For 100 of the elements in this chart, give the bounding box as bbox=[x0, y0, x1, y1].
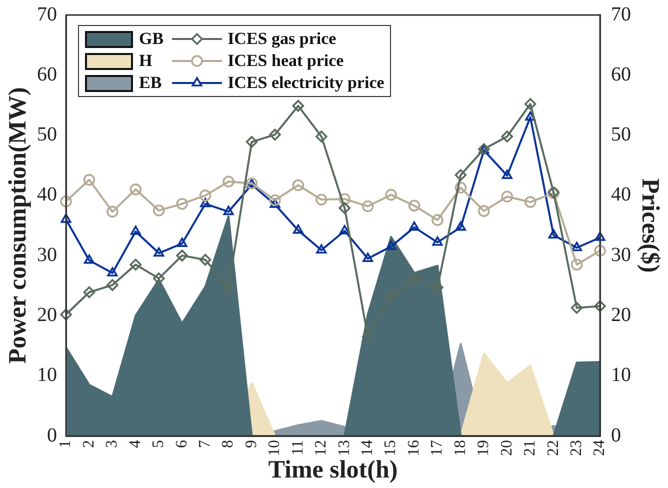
point bbox=[385, 188, 397, 201]
point bbox=[106, 279, 118, 291]
x-tick-label: 4 bbox=[126, 440, 144, 448]
point bbox=[315, 130, 328, 142]
x-tick-label: 10 bbox=[266, 440, 284, 456]
y-tick-label: 10 bbox=[37, 364, 57, 386]
point bbox=[176, 250, 188, 262]
y2-tick-label: 60 bbox=[611, 63, 631, 86]
point bbox=[106, 206, 118, 218]
point bbox=[152, 272, 165, 284]
point bbox=[594, 300, 606, 312]
x-tick-label: 6 bbox=[173, 440, 190, 448]
point bbox=[152, 204, 165, 216]
y-tick-label: 50 bbox=[37, 124, 57, 146]
y2-tick-label: 30 bbox=[611, 244, 631, 266]
point bbox=[594, 232, 606, 241]
x-tick-label: 21 bbox=[522, 440, 539, 456]
x-tick-label: 14 bbox=[359, 440, 376, 456]
point bbox=[525, 111, 536, 121]
x-tick-label: 3 bbox=[104, 440, 121, 448]
point bbox=[60, 308, 72, 320]
x-tick-label: 15 bbox=[382, 440, 400, 456]
point bbox=[270, 198, 280, 208]
point bbox=[548, 229, 559, 239]
point bbox=[199, 254, 212, 266]
point bbox=[316, 244, 327, 254]
point bbox=[60, 214, 72, 223]
point bbox=[339, 225, 350, 234]
legend-label: ICES electricity price bbox=[228, 73, 384, 93]
point bbox=[269, 128, 281, 141]
point bbox=[455, 221, 466, 231]
point bbox=[315, 194, 328, 206]
point bbox=[176, 238, 188, 247]
point bbox=[292, 100, 304, 112]
point bbox=[570, 302, 583, 314]
legend-label: EB bbox=[139, 73, 162, 93]
point bbox=[200, 198, 211, 208]
y2-axis-title: Prices($) bbox=[636, 178, 664, 273]
y2-tick-label: 50 bbox=[611, 124, 631, 146]
y2-tick-label: 70 bbox=[611, 3, 631, 26]
point bbox=[408, 273, 420, 285]
point bbox=[454, 182, 467, 194]
point bbox=[478, 205, 490, 217]
point bbox=[386, 240, 396, 250]
point bbox=[362, 330, 374, 343]
point bbox=[292, 179, 304, 192]
point bbox=[409, 221, 420, 231]
point bbox=[154, 247, 164, 257]
point bbox=[222, 282, 234, 294]
point bbox=[83, 286, 96, 298]
y2-tick-label: 20 bbox=[611, 304, 631, 326]
point bbox=[594, 244, 606, 257]
point bbox=[292, 224, 304, 234]
point bbox=[199, 190, 212, 202]
x-tick-label: 23 bbox=[568, 440, 585, 456]
x-tick-label: 17 bbox=[428, 440, 446, 456]
point bbox=[362, 200, 374, 212]
point bbox=[570, 258, 583, 270]
x-tick-label: 12 bbox=[312, 440, 330, 456]
point bbox=[84, 254, 94, 264]
point bbox=[432, 282, 444, 294]
legend-label: GB bbox=[139, 29, 164, 49]
x-axis-title: Time slot(h) bbox=[268, 456, 398, 484]
point bbox=[60, 196, 72, 208]
y-tick-label: 60 bbox=[37, 63, 57, 86]
point bbox=[432, 214, 444, 226]
point bbox=[130, 258, 142, 270]
point bbox=[524, 196, 536, 208]
point bbox=[338, 193, 351, 205]
legend-label: ICES heat price bbox=[228, 51, 344, 71]
x-tick-label: 13 bbox=[336, 440, 353, 456]
point bbox=[432, 236, 443, 246]
x-tick-label: 22 bbox=[544, 440, 562, 456]
y2-tick-label: 0 bbox=[611, 424, 621, 446]
point bbox=[130, 184, 142, 196]
point bbox=[176, 198, 188, 210]
y-tick-label: 20 bbox=[37, 304, 57, 326]
y-tick-label: 30 bbox=[37, 244, 57, 266]
point bbox=[107, 267, 118, 276]
y-tick-label: 40 bbox=[37, 184, 57, 206]
legend-label: H bbox=[139, 51, 152, 71]
x-tick-label: 11 bbox=[289, 440, 306, 456]
y-axis-title: Power consumption(MW) bbox=[4, 87, 32, 364]
point bbox=[269, 194, 281, 206]
x-tick-label: 7 bbox=[196, 440, 214, 448]
point bbox=[524, 98, 536, 110]
point bbox=[501, 130, 514, 142]
point bbox=[362, 252, 374, 262]
x-tick-label: 1 bbox=[57, 440, 74, 448]
point bbox=[572, 242, 582, 252]
point bbox=[246, 136, 258, 148]
x-tick-label: 8 bbox=[220, 440, 237, 448]
y-tick-label: 0 bbox=[47, 424, 57, 446]
x-tick-label: 16 bbox=[405, 440, 422, 456]
point bbox=[454, 169, 467, 181]
x-tick-label: 20 bbox=[498, 440, 516, 456]
point bbox=[130, 226, 141, 235]
x-tick-label: 9 bbox=[242, 440, 260, 448]
point bbox=[223, 206, 234, 216]
x-tick-label: 5 bbox=[150, 440, 168, 448]
